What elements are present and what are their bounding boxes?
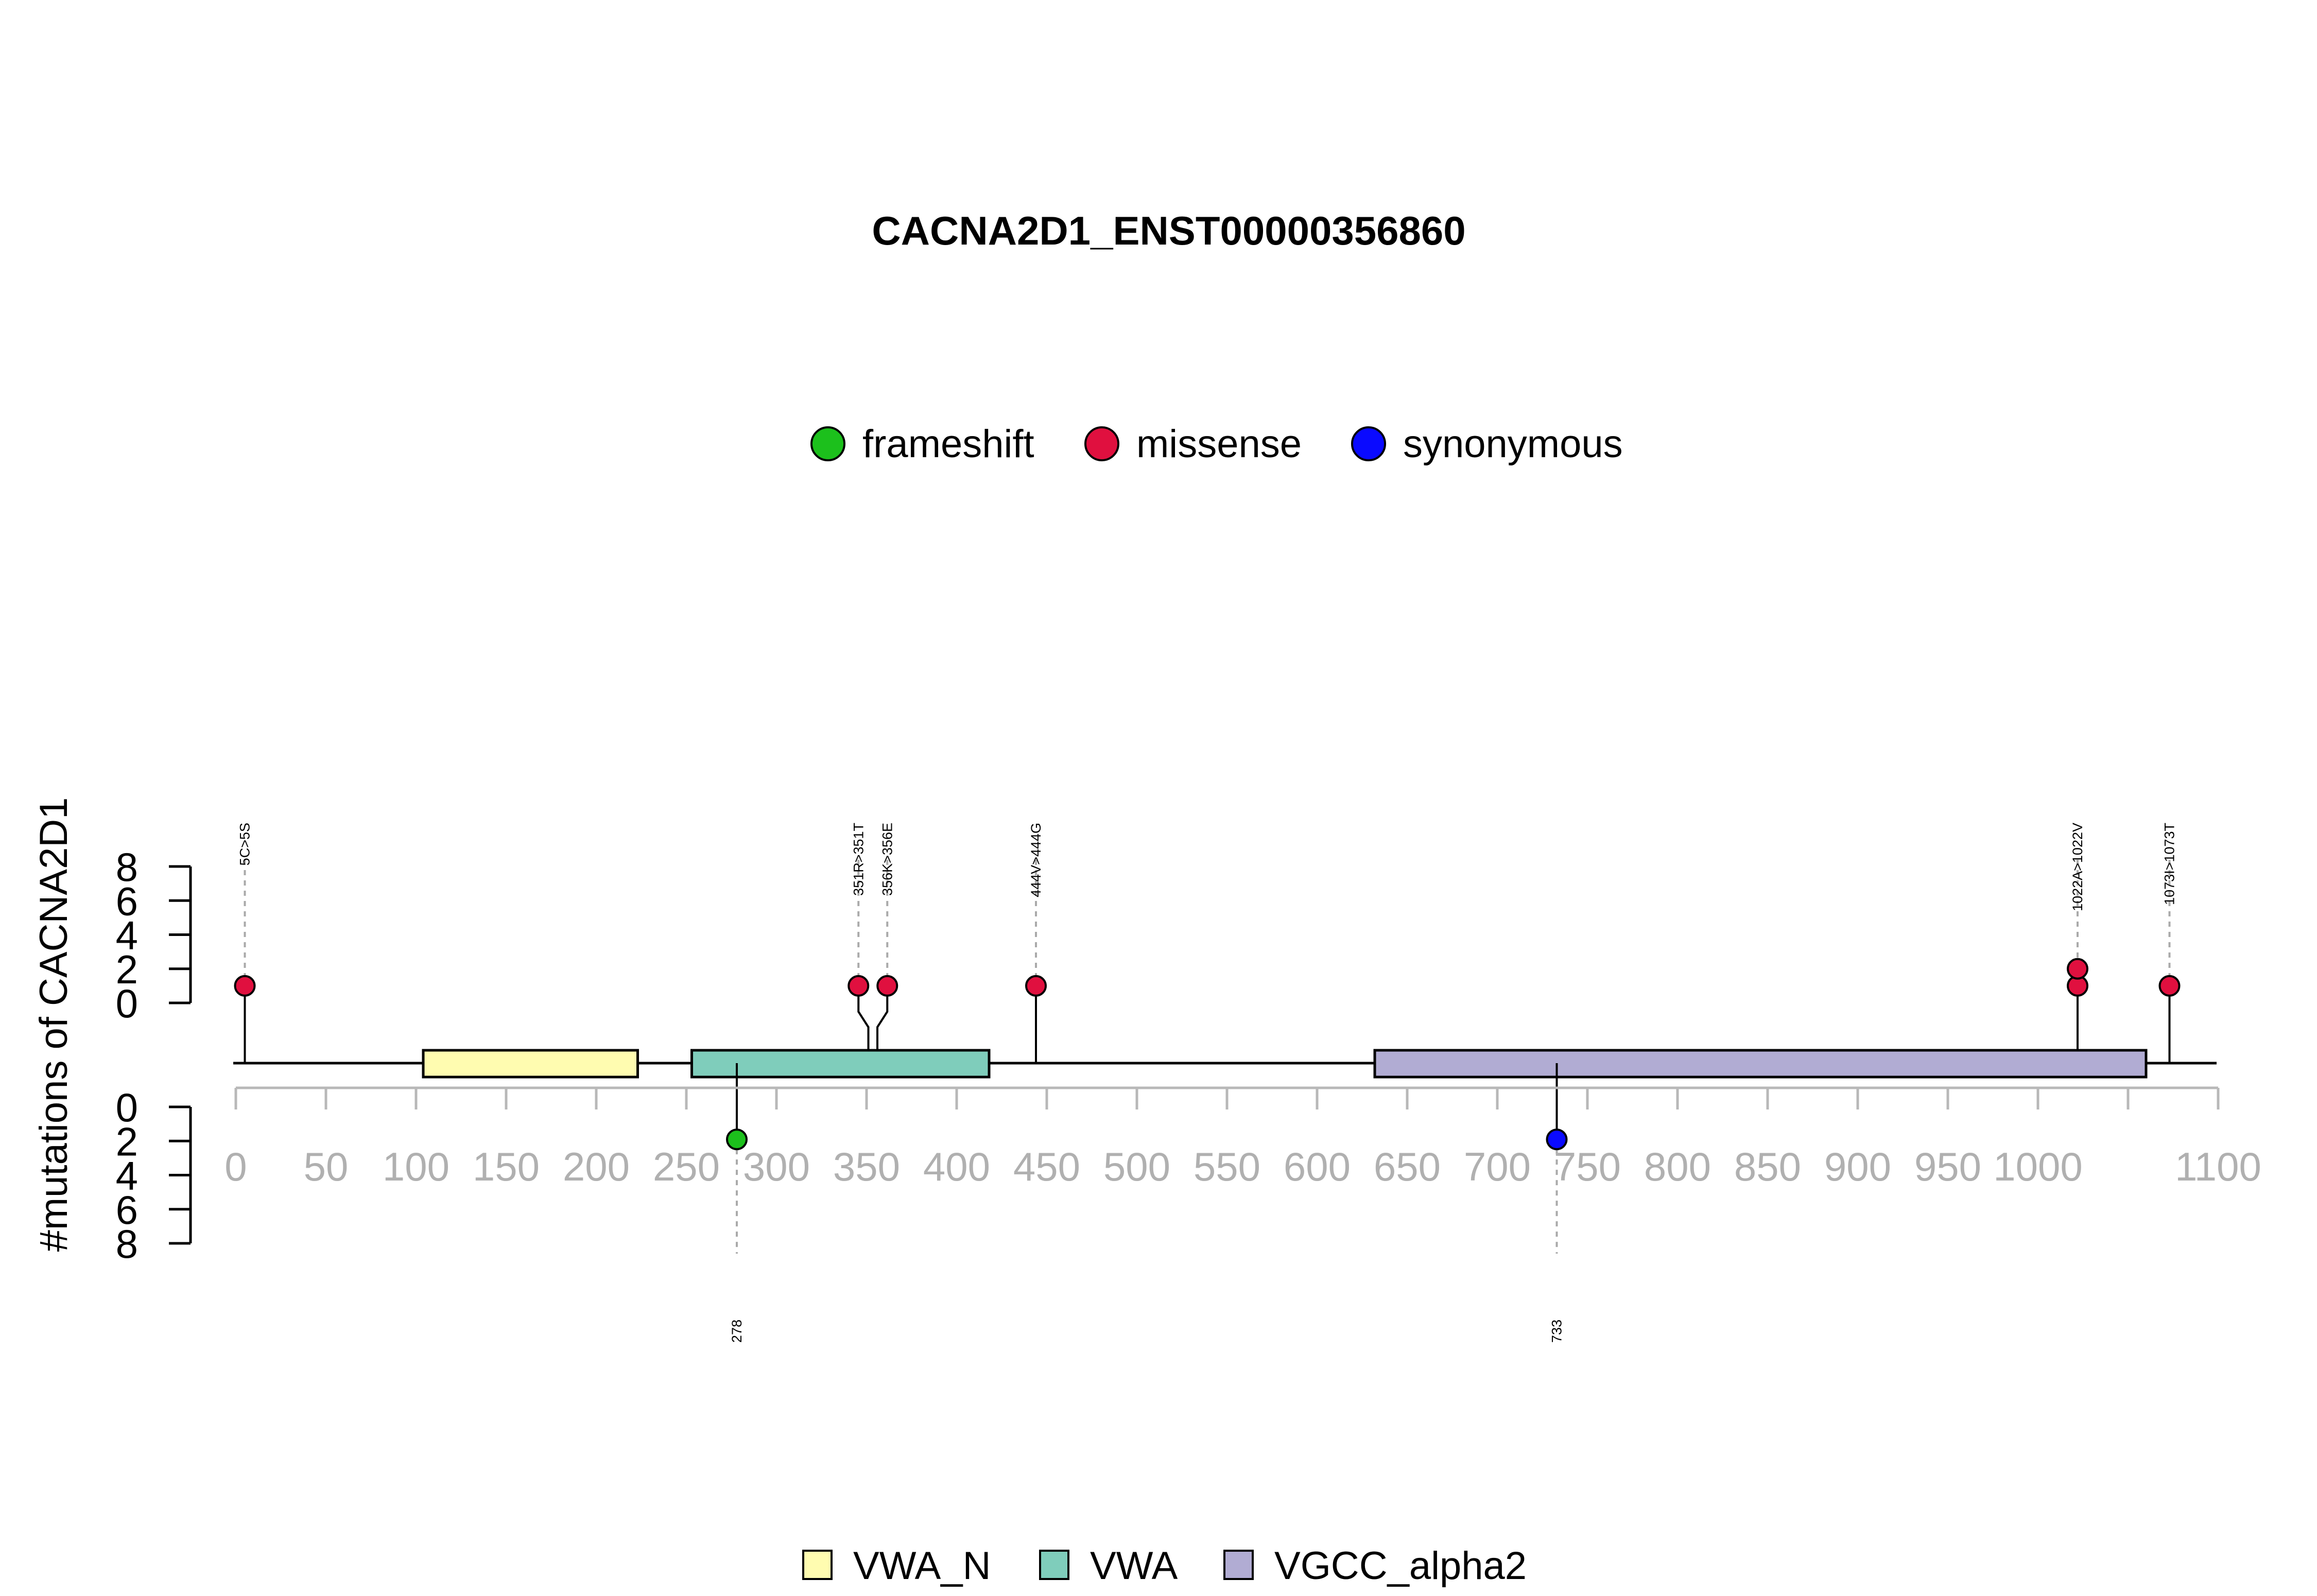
x-tick-label-300: 300 — [743, 1144, 810, 1189]
x-axis: 0 50 100 150 200 250 300 350 400 450 500 550 600 650 7… — [224, 1086, 2261, 1189]
legend-swatch-vwa-n — [802, 1550, 833, 1580]
x-tick-label-500: 500 — [1103, 1144, 1170, 1189]
upper-y-tick-label-4: 4 — [116, 913, 138, 958]
x-tick-label-450: 450 — [1013, 1144, 1080, 1189]
protein-domains — [422, 1049, 2148, 1079]
mutation-733-point — [1546, 1129, 1568, 1151]
x-tick-label-900: 900 — [1824, 1144, 1891, 1189]
upper-y-tick-label-0: 0 — [116, 981, 138, 1026]
legend-label-synonymous: synonymous — [1403, 422, 1623, 466]
lower-lollipop-stems — [736, 1063, 1558, 1140]
chart-title: CACNA2D1_ENST00000356860 — [872, 208, 1465, 253]
mutation-points — [234, 958, 2181, 1151]
legend-item-missense: missense — [1084, 422, 1302, 466]
domain-vwa — [690, 1049, 991, 1079]
domain-vgcc-alpha2 — [1373, 1049, 2148, 1079]
y-axis-label: #mutations of CACNA2D1 — [32, 797, 76, 1252]
x-tick-label-750: 750 — [1554, 1144, 1621, 1189]
mutation-278-label: 278 — [729, 1320, 745, 1343]
mutation-351r-351t-label: 351R>351T — [851, 823, 866, 896]
legend-label-missense: missense — [1136, 422, 1302, 466]
legend-item-synonymous: synonymous — [1351, 422, 1623, 466]
x-tick-label-350: 350 — [833, 1144, 900, 1189]
x-tick-label-600: 600 — [1284, 1144, 1351, 1189]
upper-y-tick-label-2: 2 — [116, 947, 138, 992]
mutation-278-point — [726, 1129, 748, 1151]
legend-swatch-vgcc-alpha2 — [1223, 1550, 1254, 1580]
lower-y-tick-label-6: 6 — [116, 1187, 138, 1233]
lower-y-tick-label-2: 2 — [116, 1119, 138, 1164]
legend-marker-frameshift — [810, 426, 845, 461]
mutation-1073i-1073t-label: 1073I>1073T — [2162, 823, 2177, 905]
legend-label-frameshift: frameshift — [862, 422, 1034, 466]
mutation-351r-351t-stem — [857, 985, 870, 1063]
mutation-356k-356e-stem — [876, 985, 889, 1063]
mutation-356k-356e-point — [876, 975, 898, 997]
legend-item-vwa: VWA — [1039, 1544, 1178, 1588]
x-tick-label-1000: 1000 — [1993, 1144, 2083, 1189]
legend-item-frameshift: frameshift — [810, 422, 1034, 466]
x-tick-label-550: 550 — [1194, 1144, 1260, 1189]
x-tick-label-700: 700 — [1464, 1144, 1531, 1189]
x-tick-label-50: 50 — [304, 1144, 349, 1189]
mutation-733-label: 733 — [1549, 1320, 1565, 1343]
legend-label-vwa-n: VWA_N — [853, 1544, 991, 1588]
mutation-1073i-1073t-point — [2158, 975, 2181, 997]
upper-y-tick-label-6: 6 — [116, 878, 138, 924]
x-tick-label-1100: 1100 — [2175, 1144, 2261, 1189]
domain-legend: VWA_N VWA VGCC_alpha2 — [802, 1544, 1527, 1588]
mutation-351r-351t-point — [848, 975, 870, 997]
mutation-legend: frameshift missense synonymous — [810, 422, 1623, 466]
mutation-444v-444g-label: 444V>444G — [1028, 823, 1044, 897]
x-tick-label-200: 200 — [563, 1144, 630, 1189]
mutation-5c-5s-label: 5C>5S — [237, 823, 253, 865]
legend-marker-synonymous — [1351, 426, 1386, 461]
lower-y-tick-label-4: 4 — [116, 1153, 138, 1199]
mutation-5c-5s-point — [234, 975, 256, 997]
x-tick-label-950: 950 — [1914, 1144, 1981, 1189]
label-guides — [244, 860, 2171, 1254]
lower-y-tick-label-8: 8 — [116, 1221, 138, 1267]
x-tick-label-150: 150 — [473, 1144, 540, 1189]
mutation-356k-356e-label: 356K>356E — [879, 823, 895, 896]
upper-y-tick-label-8: 8 — [116, 844, 138, 890]
x-tick-label-250: 250 — [653, 1144, 720, 1189]
x-tick-label-100: 100 — [383, 1144, 449, 1189]
x-tick-label-650: 650 — [1374, 1144, 1441, 1189]
legend-marker-missense — [1084, 426, 1119, 461]
lower-y-tick-label-0: 0 — [116, 1085, 138, 1130]
mutation-labels: 5C>5S 351R>351T 356K>356E 444V>444G 1022A>10… — [237, 823, 2177, 1343]
mutation-444v-444g-point — [1025, 975, 1047, 997]
legend-item-vwa-n: VWA_N — [802, 1544, 991, 1588]
x-tick-label-800: 800 — [1644, 1144, 1711, 1189]
x-tick-label-850: 850 — [1734, 1144, 1801, 1189]
domain-vwa-n — [422, 1049, 639, 1079]
x-tick-label-0: 0 — [224, 1144, 247, 1189]
legend-label-vgcc-alpha2: VGCC_alpha2 — [1274, 1544, 1527, 1588]
x-tick-label-400: 400 — [923, 1144, 990, 1189]
legend-swatch-vwa — [1039, 1550, 1069, 1580]
mutation-1022a-1022v-point — [2067, 958, 2088, 980]
legend-label-vwa: VWA — [1090, 1544, 1178, 1588]
mutation-1022a-1022v-label: 1022A>1022V — [2070, 823, 2085, 911]
legend-item-vgcc-alpha2: VGCC_alpha2 — [1223, 1544, 1527, 1588]
